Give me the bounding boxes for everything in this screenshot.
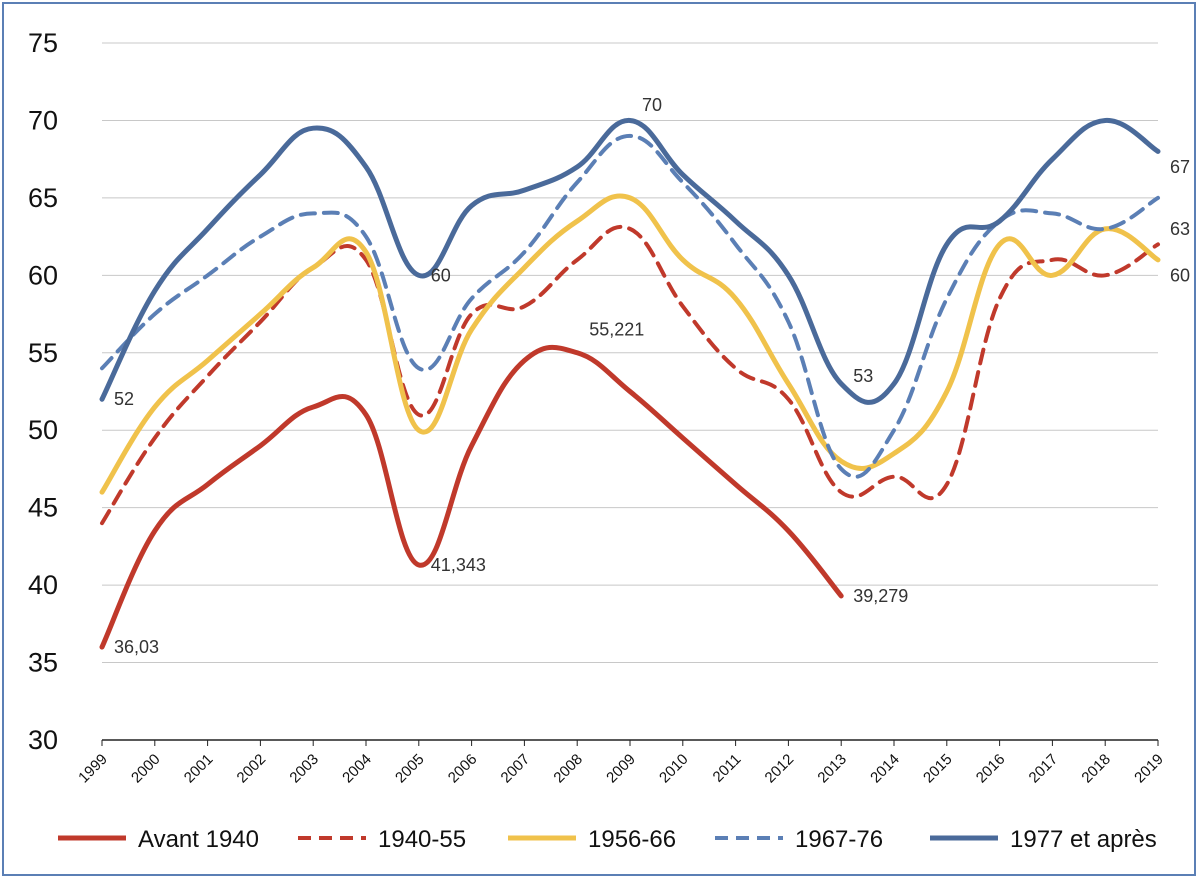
y-tick-label: 75 xyxy=(28,28,58,58)
x-tick-label: 2015 xyxy=(920,751,956,787)
series-line-4 xyxy=(99,117,1161,405)
x-tick-label: 2004 xyxy=(339,751,375,787)
y-tick-label: 35 xyxy=(28,648,58,678)
y-tick-label: 30 xyxy=(28,725,58,755)
series-line-0 xyxy=(99,344,844,650)
y-tick-label: 60 xyxy=(28,260,58,290)
x-tick-label: 2009 xyxy=(603,751,639,787)
data-label: 39,279 xyxy=(853,586,908,606)
y-tick-label: 45 xyxy=(28,493,58,523)
y-axis-ticks: 30 35 40 45 50 55 60 65 70 75 xyxy=(28,28,58,755)
x-tick-label: 2012 xyxy=(762,751,798,787)
data-label: 63 xyxy=(1170,219,1190,239)
y-tick-label: 40 xyxy=(28,570,58,600)
x-tick-label: 2010 xyxy=(656,751,692,787)
data-label: 70 xyxy=(642,95,662,115)
x-tick-label: 2014 xyxy=(867,751,903,787)
x-tick-label: 2018 xyxy=(1078,751,1114,787)
data-labels: 36,03 41,343 55,221 39,279 52 60 70 53 67 63 60 xyxy=(114,95,1190,657)
legend-label-0: Avant 1940 xyxy=(138,826,259,853)
series-line-3 xyxy=(100,133,1160,479)
legend: Avant 1940 1940-55 1956-66 1967-76 1977 et a… xyxy=(58,826,1157,853)
y-tick-label: 50 xyxy=(28,415,58,445)
data-label: 55,221 xyxy=(589,320,644,340)
x-tick-label: 2019 xyxy=(1131,751,1167,787)
x-tick-label: 2003 xyxy=(286,751,322,787)
x-tick-label: 1999 xyxy=(75,751,111,787)
data-label: 41,343 xyxy=(431,555,486,575)
y-tick-label: 55 xyxy=(28,338,58,368)
x-tick-label: 2013 xyxy=(814,751,850,787)
legend-label-2: 1956-66 xyxy=(588,826,676,853)
x-tick-label: 2000 xyxy=(128,751,164,787)
legend-label-3: 1967-76 xyxy=(795,826,883,853)
data-label: 53 xyxy=(853,366,873,386)
x-tick-label: 2005 xyxy=(392,751,428,787)
series-line-2 xyxy=(99,193,1161,495)
x-tick-label: 2002 xyxy=(234,751,270,787)
y-tick-label: 65 xyxy=(28,183,58,213)
x-tick-label: 2011 xyxy=(710,751,745,786)
x-tick-label: 2016 xyxy=(973,751,1009,787)
x-tick-label: 2017 xyxy=(1026,751,1062,787)
x-tick-label: 2006 xyxy=(445,751,481,787)
x-tick-label: 2001 xyxy=(181,751,217,787)
data-label: 60 xyxy=(1170,265,1190,285)
series-line-1 xyxy=(100,224,1160,526)
series-lines xyxy=(99,117,1161,650)
x-axis-ticks: 1999 2000 2001 2002 2003 2004 2005 2006 2007 2008… xyxy=(75,740,1167,786)
legend-label-1: 1940-55 xyxy=(378,826,466,853)
y-tick-label: 70 xyxy=(28,105,58,135)
data-label: 67 xyxy=(1170,157,1190,177)
x-tick-label: 2007 xyxy=(498,751,534,787)
legend-label-4: 1977 et après xyxy=(1010,826,1157,853)
x-tick-label: 2008 xyxy=(550,751,586,787)
data-label: 60 xyxy=(431,265,451,285)
data-label: 36,03 xyxy=(114,637,159,657)
data-label: 52 xyxy=(114,389,134,409)
